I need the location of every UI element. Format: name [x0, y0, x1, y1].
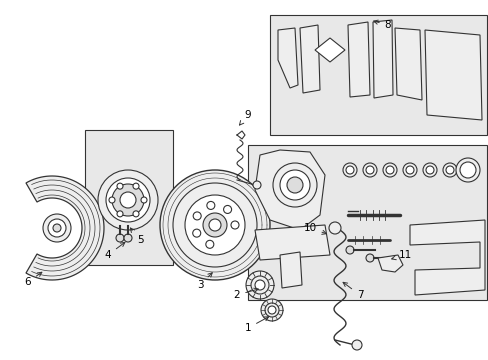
Circle shape — [124, 234, 132, 242]
Polygon shape — [314, 38, 345, 62]
Circle shape — [346, 166, 353, 174]
Polygon shape — [299, 25, 319, 93]
Polygon shape — [347, 22, 369, 97]
Circle shape — [267, 306, 275, 314]
Circle shape — [382, 163, 396, 177]
Circle shape — [286, 177, 303, 193]
Circle shape — [173, 183, 257, 267]
Polygon shape — [377, 255, 402, 272]
Polygon shape — [254, 150, 325, 230]
Circle shape — [203, 213, 226, 237]
Circle shape — [223, 206, 231, 213]
Circle shape — [328, 222, 340, 234]
Text: 11: 11 — [391, 250, 411, 260]
Polygon shape — [254, 225, 329, 260]
Circle shape — [385, 166, 393, 174]
Circle shape — [160, 170, 269, 280]
Circle shape — [98, 170, 158, 230]
Circle shape — [455, 158, 479, 182]
Circle shape — [43, 214, 71, 242]
Circle shape — [48, 219, 66, 237]
Circle shape — [206, 202, 214, 210]
Circle shape — [422, 163, 436, 177]
Polygon shape — [409, 220, 484, 295]
Circle shape — [264, 303, 279, 317]
Circle shape — [261, 299, 283, 321]
Polygon shape — [280, 252, 302, 288]
Circle shape — [362, 163, 376, 177]
Circle shape — [53, 224, 61, 232]
Circle shape — [208, 219, 221, 231]
Polygon shape — [424, 30, 481, 120]
Circle shape — [402, 163, 416, 177]
Circle shape — [365, 254, 373, 262]
Circle shape — [425, 166, 433, 174]
Circle shape — [117, 183, 123, 189]
Circle shape — [205, 240, 213, 248]
Circle shape — [120, 192, 136, 208]
Text: 2: 2 — [233, 288, 258, 300]
Circle shape — [351, 340, 361, 350]
Circle shape — [192, 229, 200, 237]
Circle shape — [272, 163, 316, 207]
Text: 7: 7 — [343, 282, 363, 300]
Circle shape — [106, 178, 150, 222]
Circle shape — [184, 195, 244, 255]
Circle shape — [254, 280, 264, 290]
Polygon shape — [394, 28, 421, 100]
Polygon shape — [85, 130, 173, 265]
Circle shape — [445, 166, 453, 174]
Text: 3: 3 — [196, 273, 212, 290]
Circle shape — [230, 221, 239, 229]
Polygon shape — [278, 28, 297, 88]
Text: 8: 8 — [373, 20, 390, 30]
Circle shape — [141, 197, 147, 203]
Circle shape — [252, 181, 261, 189]
Circle shape — [405, 166, 413, 174]
Text: 6: 6 — [24, 272, 42, 287]
Circle shape — [193, 212, 201, 220]
Circle shape — [442, 163, 456, 177]
Text: 9: 9 — [239, 110, 251, 125]
Circle shape — [112, 184, 143, 216]
Text: 1: 1 — [244, 317, 268, 333]
Polygon shape — [247, 145, 486, 300]
Circle shape — [342, 163, 356, 177]
Circle shape — [346, 246, 353, 254]
Text: 4: 4 — [104, 242, 124, 260]
Circle shape — [117, 211, 123, 217]
Circle shape — [116, 234, 124, 242]
Circle shape — [459, 162, 475, 178]
Circle shape — [133, 183, 139, 189]
Circle shape — [133, 211, 139, 217]
Text: 5: 5 — [130, 228, 143, 245]
Circle shape — [250, 276, 268, 294]
Circle shape — [365, 166, 373, 174]
Polygon shape — [269, 15, 486, 135]
Polygon shape — [372, 20, 392, 98]
Circle shape — [280, 170, 309, 200]
Text: 10: 10 — [303, 223, 325, 234]
Polygon shape — [26, 176, 104, 280]
Circle shape — [245, 271, 273, 299]
Circle shape — [109, 197, 115, 203]
